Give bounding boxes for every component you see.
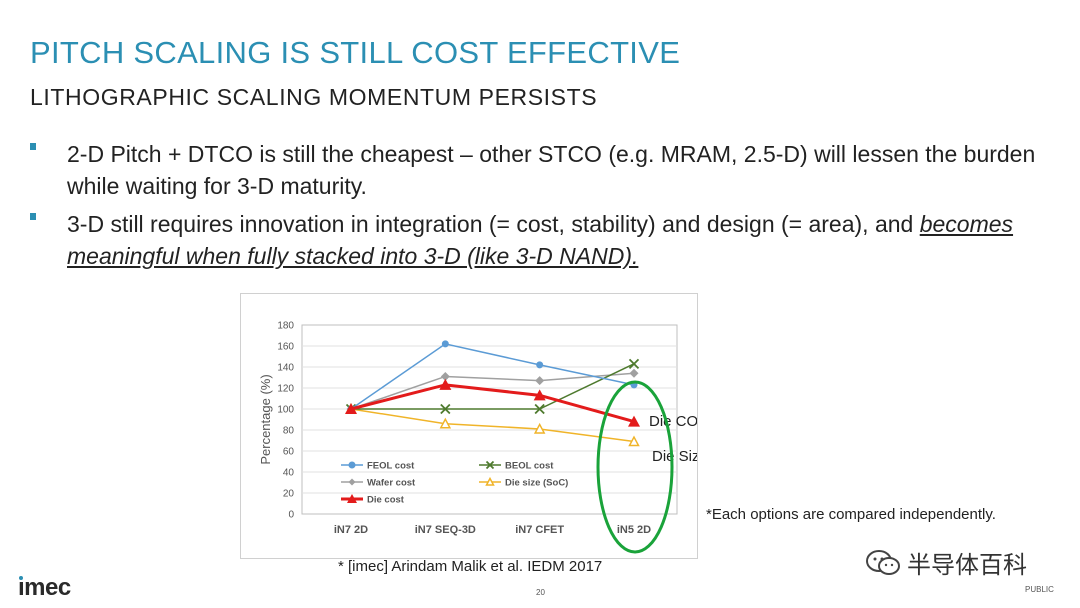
y-tick-label: 100 bbox=[277, 405, 294, 416]
y-tick-label: 180 bbox=[277, 321, 294, 332]
series-line bbox=[350, 343, 635, 410]
y-tick-label: 20 bbox=[283, 489, 295, 500]
imec-logo: ımec bbox=[18, 574, 71, 601]
y-axis-label: Percentage (%) bbox=[258, 374, 273, 464]
legend-label: BEOL cost bbox=[505, 461, 554, 472]
series-line bbox=[350, 372, 635, 410]
bullet-square-icon bbox=[30, 143, 36, 150]
y-tick-label: 0 bbox=[288, 510, 294, 521]
annotation-die-size: Die Size bbox=[652, 448, 697, 465]
y-tick-label: 80 bbox=[283, 426, 295, 437]
data-point bbox=[628, 358, 640, 369]
annotation-die-cost: Die COST bbox=[649, 413, 697, 430]
series-line bbox=[350, 383, 635, 424]
bullet-item: 3-D still requires innovation in integra… bbox=[30, 208, 1050, 272]
data-point bbox=[485, 476, 495, 486]
bullet-square-icon bbox=[30, 213, 36, 220]
comparison-note: *Each options are compared independently… bbox=[706, 506, 996, 523]
data-point bbox=[485, 460, 495, 470]
x-tick-label: iN5 2D bbox=[617, 524, 651, 536]
y-tick-label: 60 bbox=[283, 447, 295, 458]
bullet-item: 2-D Pitch + DTCO is still the cheapest –… bbox=[30, 138, 1050, 202]
legend-label: Wafer cost bbox=[367, 478, 416, 489]
data-point bbox=[439, 417, 452, 429]
data-point bbox=[439, 378, 452, 390]
legend-label: Die cost bbox=[367, 495, 405, 506]
y-tick-label: 160 bbox=[277, 342, 294, 353]
data-point bbox=[533, 389, 546, 401]
watermark: 半导体百科 bbox=[865, 545, 1027, 580]
legend-label: FEOL cost bbox=[367, 461, 415, 472]
y-tick-label: 40 bbox=[283, 468, 295, 479]
plot-area bbox=[301, 324, 678, 515]
data-point bbox=[348, 461, 356, 469]
data-point bbox=[628, 415, 640, 427]
data-point bbox=[533, 422, 546, 434]
bullet-emphasis-text: becomes meaningful when fully stacked in… bbox=[67, 211, 1014, 269]
page-number: 20 bbox=[536, 588, 545, 597]
data-point bbox=[628, 435, 640, 447]
series-line bbox=[350, 408, 635, 443]
data-point bbox=[440, 371, 450, 381]
series-line bbox=[351, 363, 635, 410]
bullet-text: 2-D Pitch + DTCO is still the cheapest –… bbox=[67, 141, 1036, 199]
line-chart: 0 20 40 60 80 100 120 140 160 180 iN7 2D iN7 SEQ-3D… bbox=[258, 321, 717, 554]
x-tick-label: iN7 2D bbox=[334, 524, 368, 536]
bullet-text: 3-D still requires innovation in integra… bbox=[67, 211, 914, 237]
data-point bbox=[441, 340, 449, 348]
classification-label: PUBLIC bbox=[1025, 585, 1054, 594]
data-point bbox=[534, 403, 545, 415]
highlight-ellipse bbox=[596, 380, 674, 554]
slide-subtitle: LITHOGRAPHIC SCALING MOMENTUM PERSISTS bbox=[30, 84, 598, 110]
data-point bbox=[536, 361, 544, 369]
citation: * [imec] Arindam Malik et al. IEDM 2017 bbox=[338, 558, 603, 575]
data-point bbox=[347, 494, 357, 503]
y-tick-label: 120 bbox=[277, 384, 294, 395]
logo-dot-icon bbox=[19, 576, 23, 580]
data-point bbox=[440, 403, 451, 415]
slide-title: PITCH SCALING IS STILL COST EFFECTIVE bbox=[30, 35, 681, 70]
data-point bbox=[535, 376, 545, 386]
watermark-text: 半导体百科 bbox=[907, 552, 1027, 579]
data-point bbox=[629, 368, 639, 378]
data-point bbox=[345, 403, 357, 414]
bullet-list: 2-D Pitch + DTCO is still the cheapest –… bbox=[30, 138, 1050, 278]
y-tick-label: 140 bbox=[277, 363, 294, 374]
x-tick-label: iN7 SEQ-3D bbox=[415, 524, 476, 536]
data-point bbox=[348, 478, 356, 486]
x-tick-label: iN7 CFET bbox=[515, 524, 564, 536]
chart-frame: 0 20 40 60 80 100 120 140 160 180 iN7 2D iN7 SEQ-3D… bbox=[240, 293, 717, 559]
wechat-icon bbox=[866, 549, 900, 575]
legend-label: Die size (SoC) bbox=[505, 478, 568, 489]
